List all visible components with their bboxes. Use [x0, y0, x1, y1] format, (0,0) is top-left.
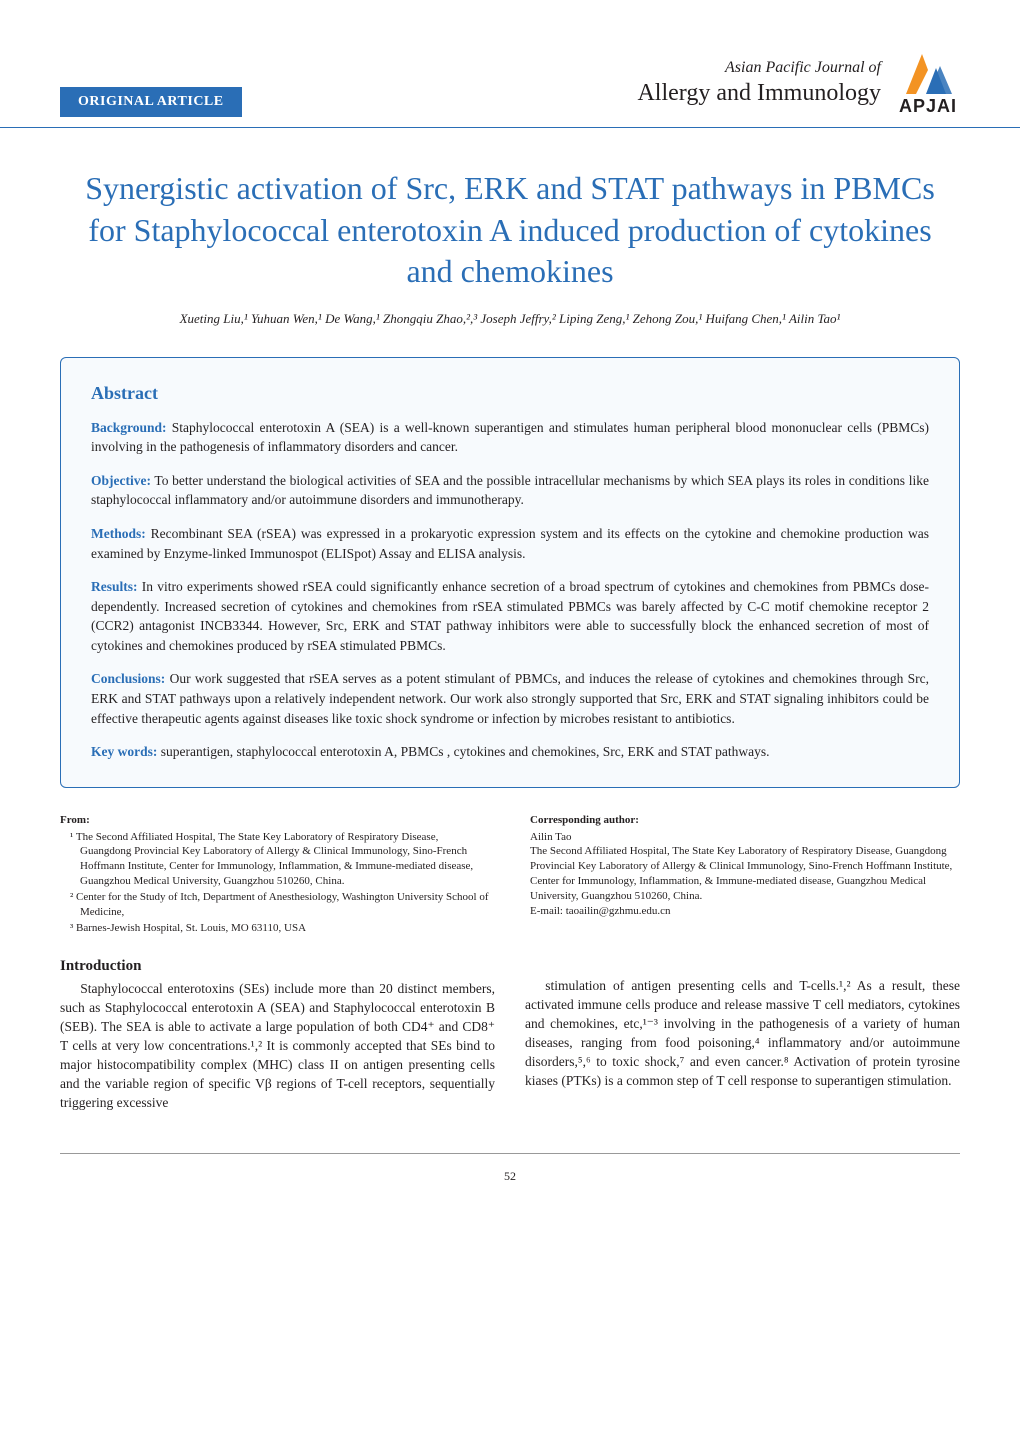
journal-logo: APJAI: [896, 50, 960, 117]
body-columns: Introduction Staphylococcal enterotoxins…: [0, 956, 1020, 1152]
body-paragraph-left: Staphylococcal enterotoxins (SEs) includ…: [60, 980, 495, 1112]
abstract-results: Results: In vitro experiments showed rSE…: [91, 577, 929, 655]
abstract-objective-label: Objective:: [91, 473, 151, 488]
page-header: ORIGINAL ARTICLE Asian Pacific Journal o…: [0, 0, 1020, 128]
abstract-background: Background: Staphylococcal enterotoxin A…: [91, 418, 929, 457]
logo-icon: [896, 50, 960, 98]
abstract-conclusions: Conclusions: Our work suggested that rSE…: [91, 669, 929, 728]
abstract-methods: Methods: Recombinant SEA (rSEA) was expr…: [91, 524, 929, 563]
article-title: Synergistic activation of Src, ERK and S…: [0, 128, 1020, 311]
from-block: From: ¹ The Second Affiliated Hospital, …: [60, 813, 490, 937]
body-column-left: Introduction Staphylococcal enterotoxins…: [60, 956, 495, 1112]
author-list: Xueting Liu,¹ Yuhuan Wen,¹ De Wang,¹ Zho…: [0, 311, 1020, 357]
abstract-methods-text: Recombinant SEA (rSEA) was expressed in …: [91, 526, 929, 561]
journal-title: Asian Pacific Journal of Allergy and Imm…: [637, 58, 881, 110]
abstract-methods-label: Methods:: [91, 526, 146, 541]
abstract-box: Abstract Background: Staphylococcal ente…: [60, 357, 960, 788]
from-heading: From:: [60, 813, 490, 828]
abstract-keywords-text: superantigen, staphylococcal enterotoxin…: [157, 744, 769, 759]
corresponding-name: Ailin Tao: [530, 830, 960, 845]
abstract-heading: Abstract: [91, 383, 929, 404]
introduction-heading: Introduction: [60, 956, 495, 977]
corresponding-block: Corresponding author: Ailin Tao The Seco…: [530, 813, 960, 937]
journal-subtitle: Asian Pacific Journal of: [637, 58, 881, 79]
abstract-keywords: Key words: superantigen, staphylococcal …: [91, 742, 929, 762]
journal-name: Allergy and Immunology: [637, 78, 881, 109]
affiliation-list: ¹ The Second Affiliated Hospital, The St…: [60, 830, 490, 936]
affiliation-row: From: ¹ The Second Affiliated Hospital, …: [0, 813, 1020, 957]
affiliation-item: ³ Barnes-Jewish Hospital, St. Louis, MO …: [70, 921, 490, 936]
corresponding-email: E-mail: taoailin@gzhmu.edu.cn: [530, 904, 960, 919]
abstract-keywords-label: Key words:: [91, 744, 157, 759]
corresponding-address: The Second Affiliated Hospital, The Stat…: [530, 844, 960, 903]
page-number: 52: [60, 1153, 960, 1224]
abstract-background-label: Background:: [91, 420, 167, 435]
body-paragraph-right: stimulation of antigen presenting cells …: [525, 977, 960, 1090]
affiliation-item: ² Center for the Study of Itch, Departme…: [70, 890, 490, 920]
corresponding-heading: Corresponding author:: [530, 813, 960, 828]
affiliation-item: ¹ The Second Affiliated Hospital, The St…: [70, 830, 490, 889]
journal-block: Asian Pacific Journal of Allergy and Imm…: [637, 50, 960, 117]
abstract-background-text: Staphylococcal enterotoxin A (SEA) is a …: [91, 420, 929, 455]
abstract-results-label: Results:: [91, 579, 138, 594]
abstract-conclusions-label: Conclusions:: [91, 671, 165, 686]
article-type-badge: ORIGINAL ARTICLE: [60, 87, 242, 117]
logo-text: APJAI: [899, 96, 957, 117]
abstract-objective-text: To better understand the biological acti…: [91, 473, 929, 508]
body-column-right: stimulation of antigen presenting cells …: [525, 956, 960, 1112]
abstract-results-text: In vitro experiments showed rSEA could s…: [91, 579, 929, 653]
abstract-conclusions-text: Our work suggested that rSEA serves as a…: [91, 671, 929, 725]
abstract-objective: Objective: To better understand the biol…: [91, 471, 929, 510]
